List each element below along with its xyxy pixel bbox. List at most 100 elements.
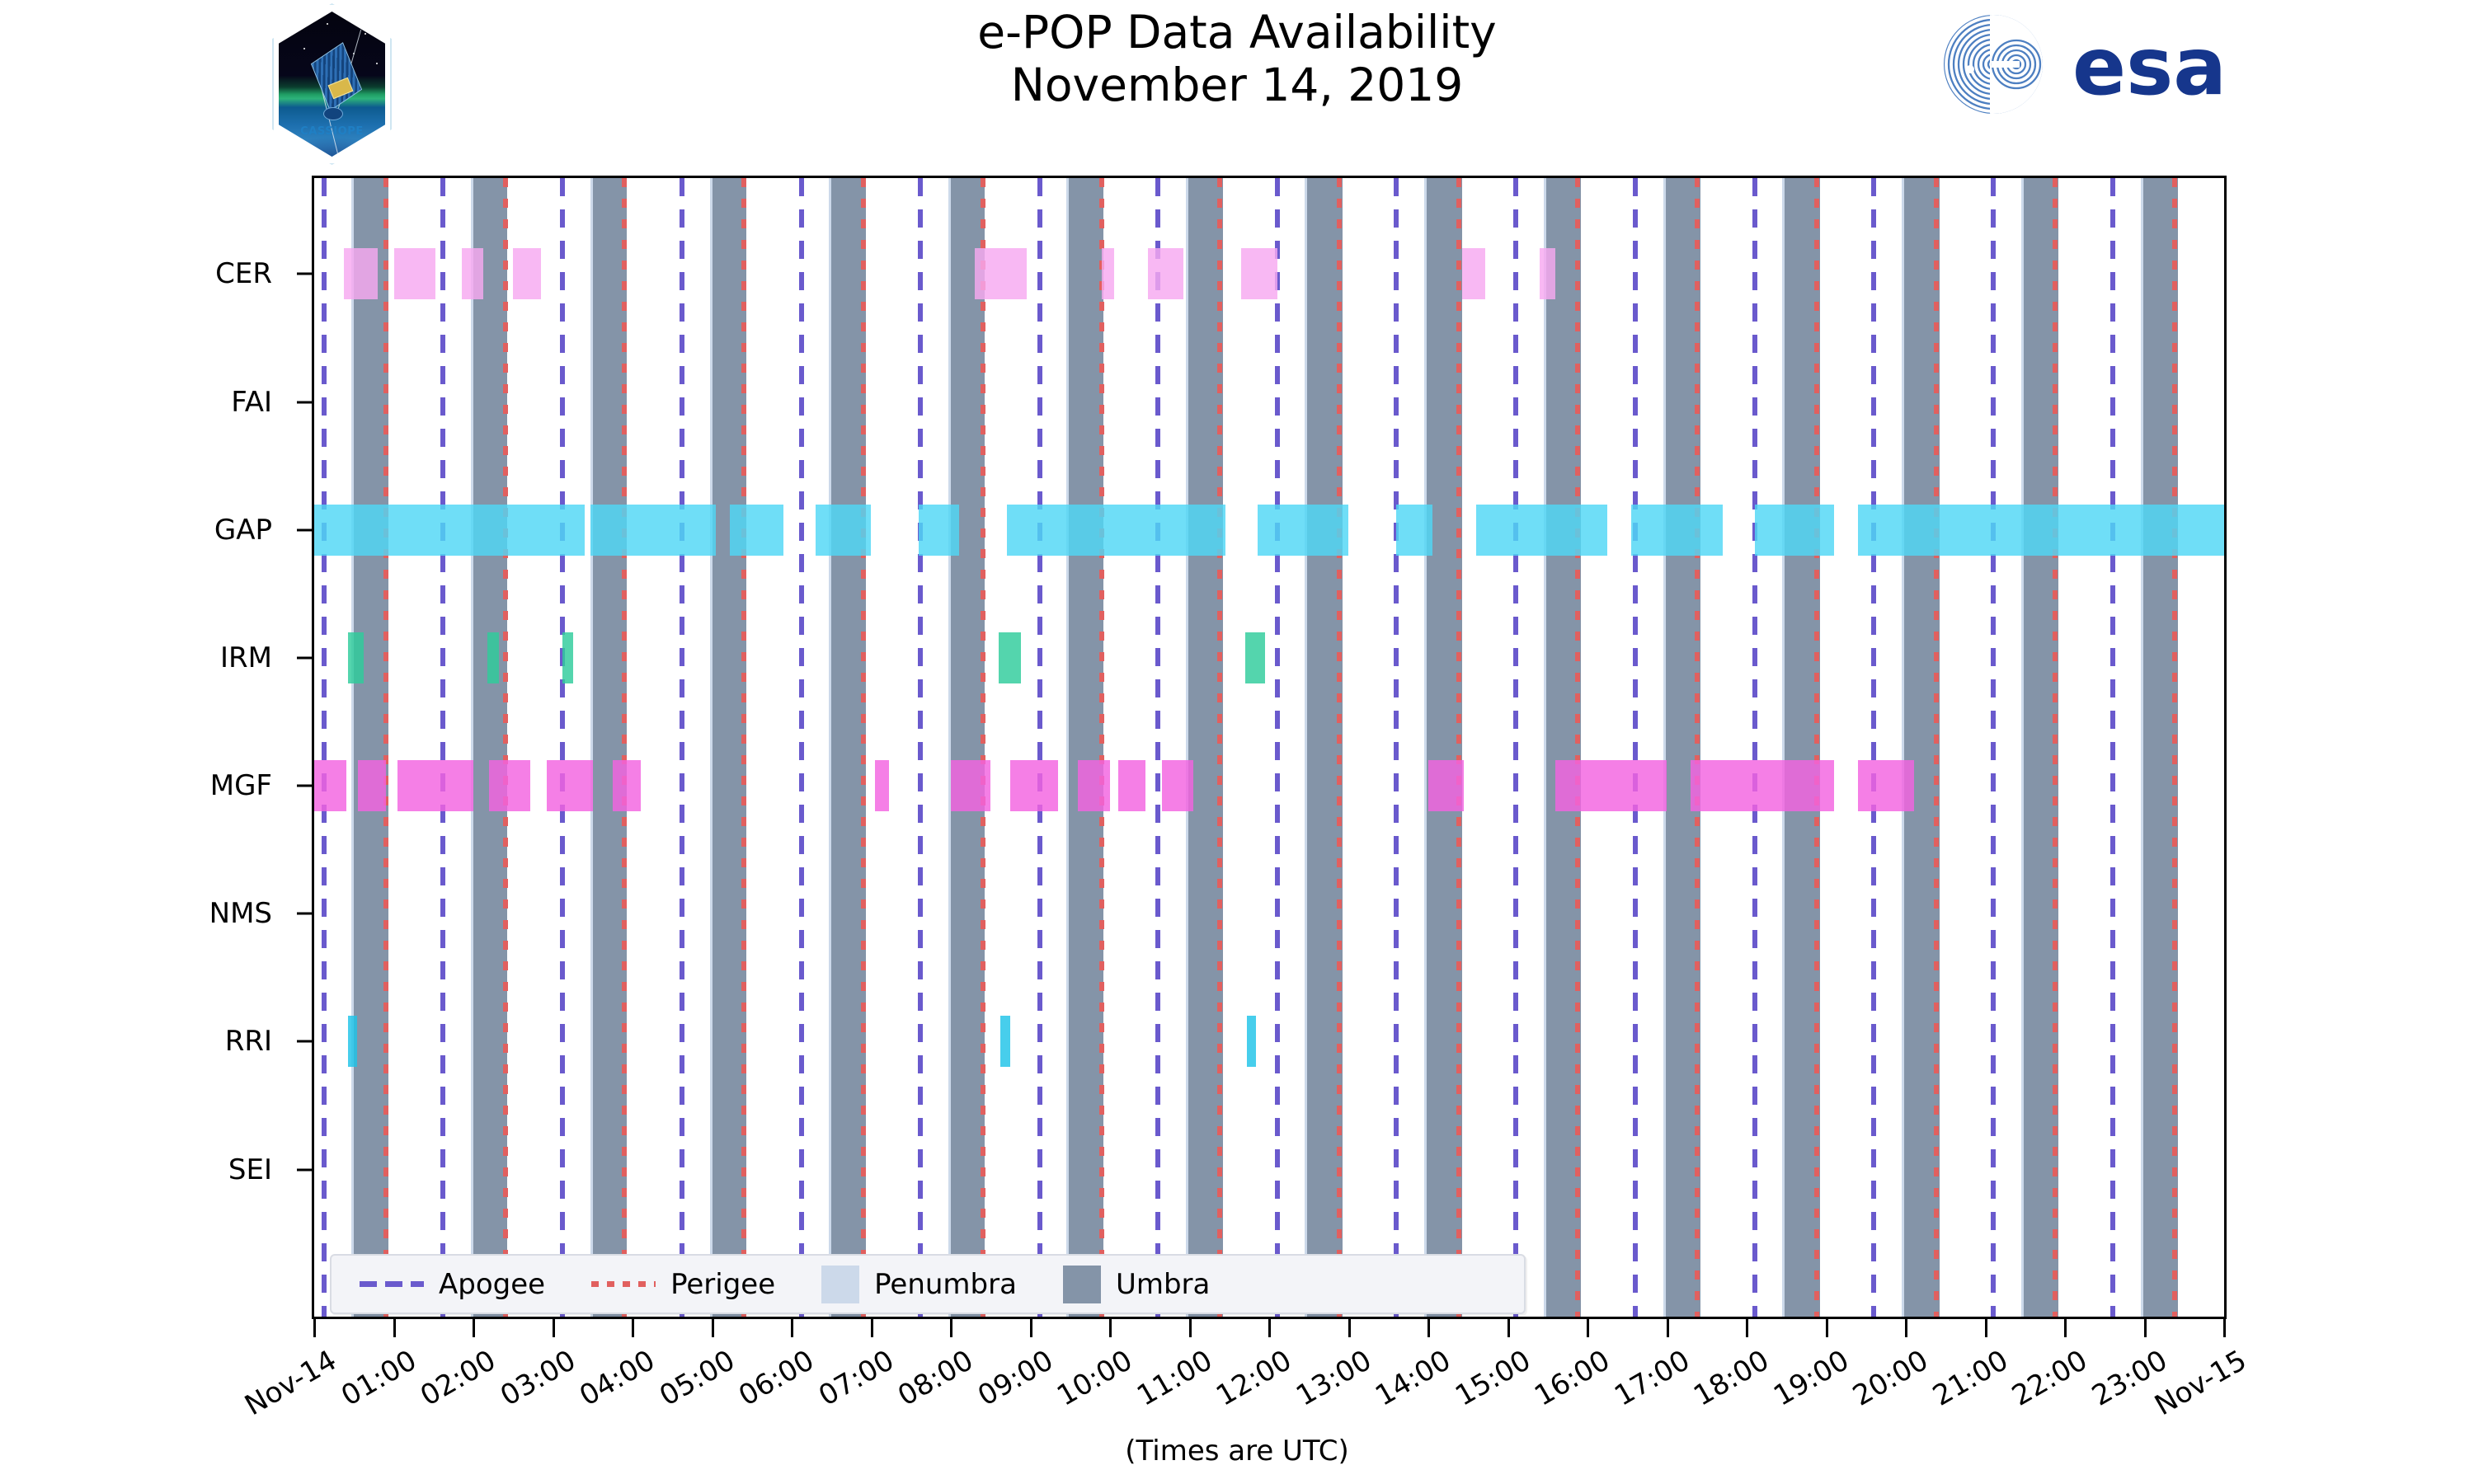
penumbra-band <box>471 178 475 1317</box>
umbra-band <box>1545 178 1582 1317</box>
legend-label: Perigee <box>670 1267 776 1301</box>
perigee-line <box>980 178 985 1317</box>
data-bar-cer <box>1102 248 1114 300</box>
y-tick-label-nms: NMS <box>209 897 272 931</box>
plot-area <box>312 176 2227 1319</box>
chart-legend[interactable]: Apogee Perigee Penumbra Umbra <box>330 1254 1526 1314</box>
x-tick-mark <box>473 1319 475 1337</box>
data-bar-cer <box>1461 248 1486 300</box>
umbra-band <box>1188 178 1224 1317</box>
legend-patch-icon <box>1062 1265 1101 1303</box>
plot-canvas <box>314 178 2224 1317</box>
perigee-line <box>622 178 628 1317</box>
penumbra-band <box>1782 178 1787 1317</box>
x-tick-label: 19:00 <box>1767 1344 1855 1413</box>
y-tick-mark <box>297 912 312 915</box>
x-tick-mark <box>870 1319 873 1337</box>
data-bar-mgf <box>1691 760 1835 812</box>
x-tick-mark <box>1587 1319 1589 1337</box>
x-tick-mark <box>552 1319 555 1337</box>
data-bar-mgf <box>1117 760 1146 812</box>
data-bar-mgf <box>1010 760 1059 812</box>
umbra-band <box>1068 178 1104 1317</box>
data-bar-mgf <box>397 760 473 812</box>
x-tick-label: 03:00 <box>494 1344 581 1413</box>
x-tick-mark <box>1427 1319 1430 1337</box>
x-tick-label: 14:00 <box>1370 1344 1456 1413</box>
apogee-line <box>1394 178 1399 1317</box>
y-tick-mark <box>297 656 312 660</box>
perigee-line <box>1099 178 1105 1317</box>
penumbra-band <box>351 178 356 1317</box>
legend-label: Penumbra <box>874 1267 1017 1301</box>
penumbra-band <box>2140 178 2145 1317</box>
y-tick-mark <box>297 272 312 275</box>
perigee-line <box>383 178 388 1317</box>
penumbra-band <box>1305 178 1310 1317</box>
legend-entry-apogee[interactable]: Apogee <box>332 1268 545 1301</box>
x-tick-mark <box>313 1319 316 1337</box>
x-tick-mark <box>1746 1319 1748 1337</box>
y-tick-mark <box>297 784 312 787</box>
legend-entry-penumbra[interactable]: Penumbra <box>775 1265 1017 1303</box>
cassiope-mission-logo: CASSIOPE <box>272 3 392 165</box>
x-tick-mark <box>1268 1319 1271 1337</box>
y-tick-label-gap: GAP <box>214 513 272 547</box>
x-tick-label: 22:00 <box>2006 1344 2093 1413</box>
data-bar-gap <box>815 504 872 556</box>
apogee-line <box>1513 178 1519 1317</box>
x-tick-label: 15:00 <box>1449 1344 1536 1413</box>
apogee-line <box>440 178 446 1317</box>
legend-patch-icon <box>821 1265 860 1303</box>
data-bar-cer <box>974 248 1027 300</box>
apogee-line <box>2109 178 2115 1317</box>
y-axis: CER FAI GAP IRM MGF NMS RRI SEI <box>0 176 312 1319</box>
umbra-band <box>1307 178 1343 1317</box>
data-bar-mgf <box>1078 760 1110 812</box>
perigee-line <box>1336 178 1342 1317</box>
penumbra-band <box>1543 178 1548 1317</box>
x-tick-label: 08:00 <box>892 1344 979 1413</box>
x-tick-label: 16:00 <box>1529 1344 1616 1413</box>
apogee-line <box>1155 178 1160 1317</box>
data-bar-gap <box>590 504 717 556</box>
apogee-line <box>1991 178 1997 1317</box>
x-tick-mark <box>632 1319 634 1337</box>
legend-dashed-line-icon <box>360 1281 424 1287</box>
apogee-line <box>798 178 804 1317</box>
legend-entry-umbra[interactable]: Umbra <box>1017 1265 1210 1303</box>
x-tick-label: 12:00 <box>1211 1344 1297 1413</box>
x-axis-title: (Times are UTC) <box>1125 1435 1349 1468</box>
y-tick-label-cer: CER <box>215 257 272 291</box>
umbra-band <box>592 178 628 1317</box>
x-tick-mark <box>950 1319 952 1337</box>
umbra-band <box>951 178 985 1317</box>
esa-logo: esa <box>1942 13 2313 116</box>
data-bar-gap <box>1858 504 2224 556</box>
x-tick-label: 18:00 <box>1688 1344 1775 1413</box>
data-bar-gap <box>1396 504 1432 556</box>
perigee-line <box>1813 178 1819 1317</box>
x-tick-mark <box>1666 1319 1669 1337</box>
legend-entry-perigee[interactable]: Perigee <box>545 1268 775 1301</box>
data-bar-gap <box>1257 504 1349 556</box>
perigee-line <box>860 178 866 1317</box>
apogee-line <box>560 178 566 1317</box>
x-tick-mark <box>2064 1319 2067 1337</box>
apogee-line <box>1037 178 1043 1317</box>
perigee-line <box>1217 178 1223 1317</box>
data-bar-gap <box>1754 504 1835 556</box>
penumbra-band <box>948 178 952 1317</box>
data-bar-cer <box>1148 248 1183 300</box>
data-bar-mgf <box>875 760 889 812</box>
x-tick-label: 21:00 <box>1926 1344 2014 1413</box>
logo-agency-badge <box>322 107 343 120</box>
data-bar-rri <box>348 1016 358 1068</box>
data-bar-mgf <box>1858 760 1914 812</box>
y-tick-label-mgf: MGF <box>209 769 272 803</box>
x-tick-label: 10:00 <box>1051 1344 1138 1413</box>
umbra-band <box>831 178 866 1317</box>
data-bar-gap <box>1006 504 1225 556</box>
x-tick-mark <box>1109 1319 1112 1337</box>
data-bar-cer <box>513 248 542 300</box>
